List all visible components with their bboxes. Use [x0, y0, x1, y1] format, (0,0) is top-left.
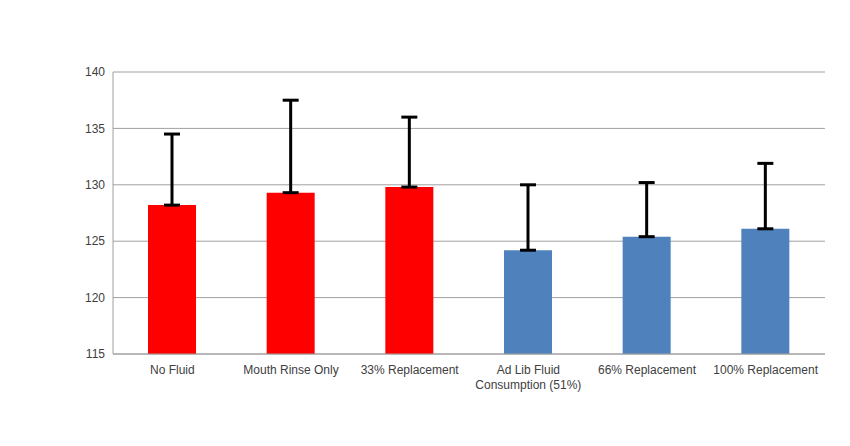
- svg-text:Mouth Rinse Only: Mouth Rinse Only: [243, 363, 338, 377]
- svg-text:115: 115: [86, 347, 105, 361]
- svg-text:33% Replacement: 33% Replacement: [361, 363, 460, 377]
- svg-text:125: 125: [85, 234, 105, 248]
- svg-text:No Fluid: No Fluid: [150, 363, 195, 377]
- svg-text:120: 120: [85, 291, 105, 305]
- svg-text:140: 140: [85, 65, 105, 79]
- svg-text:66% Replacement: 66% Replacement: [598, 363, 697, 377]
- svg-text:Consumption (51%): Consumption (51%): [475, 378, 581, 392]
- svg-text:100% Replacement: 100% Replacement: [713, 363, 818, 377]
- svg-text:Ad Lib Fluid: Ad Lib Fluid: [497, 363, 560, 377]
- svg-text:135: 135: [85, 122, 105, 136]
- svg-text:130: 130: [85, 178, 105, 192]
